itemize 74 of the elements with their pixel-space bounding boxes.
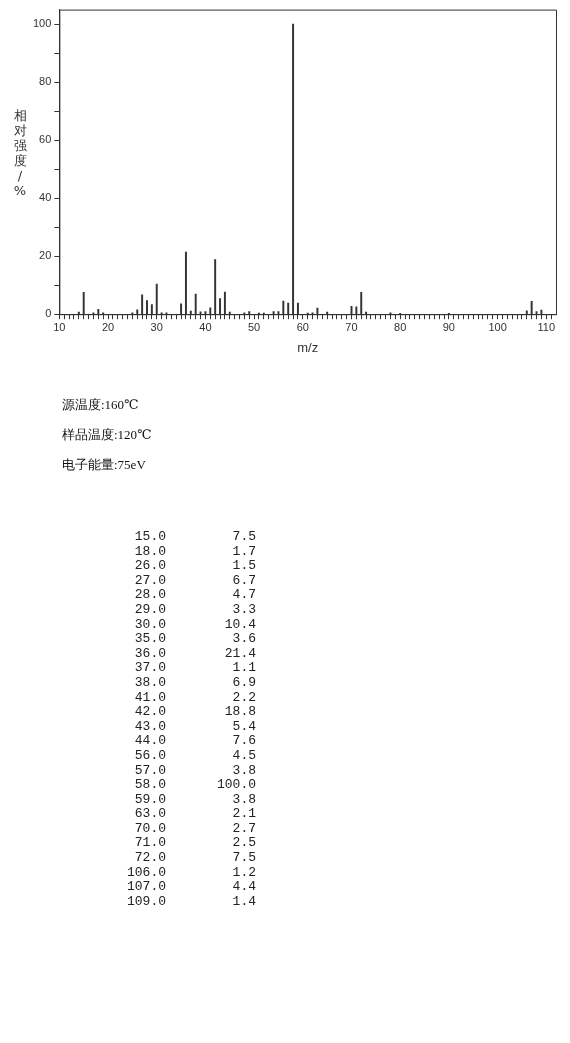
text: 3.3 bbox=[231, 601, 256, 618]
text: 1.4 bbox=[231, 893, 256, 910]
text: 72.0 bbox=[133, 850, 166, 866]
y-tick-label: 60 bbox=[39, 133, 52, 146]
text: 1.7 bbox=[231, 543, 256, 560]
text: 7.6 bbox=[231, 733, 256, 749]
text: 43.0 bbox=[133, 718, 166, 735]
text: 4.5 bbox=[231, 747, 256, 764]
text: 18.8 bbox=[223, 704, 256, 720]
text: 27.0 bbox=[133, 572, 166, 589]
text: 35.0 bbox=[133, 631, 166, 647]
text: 电子能量:75eV bbox=[62, 456, 147, 474]
y-tick-label: 100 bbox=[32, 17, 52, 30]
x-tick-label: 30 bbox=[150, 320, 163, 333]
y-tick-label: 80 bbox=[39, 75, 52, 88]
text: 42.0 bbox=[133, 704, 166, 720]
text: 6.9 bbox=[231, 674, 256, 691]
x-tick-label: 110 bbox=[537, 320, 556, 333]
text: 59.0 bbox=[133, 791, 166, 808]
text: 63.0 bbox=[133, 806, 166, 822]
text: 1.5 bbox=[231, 558, 256, 574]
text: 57.0 bbox=[133, 762, 166, 779]
x-tick-label: 70 bbox=[345, 320, 358, 333]
text: 109.0 bbox=[126, 893, 166, 910]
text: 21.4 bbox=[223, 645, 256, 662]
text: 5.4 bbox=[231, 718, 256, 735]
text: 37.0 bbox=[133, 660, 166, 676]
text: 7.5 bbox=[231, 529, 256, 545]
text: 2.2 bbox=[231, 689, 256, 706]
text: 2.7 bbox=[231, 820, 256, 837]
y-tick-label: 20 bbox=[39, 249, 52, 262]
x-tick-label: 20 bbox=[101, 320, 115, 333]
text: 源温度:160℃ bbox=[62, 396, 140, 414]
y-axis-title: 相对强度/% bbox=[12, 108, 28, 198]
text: 3.6 bbox=[231, 631, 256, 647]
x-axis-title: m/z bbox=[297, 339, 319, 355]
text: 2.1 bbox=[231, 806, 256, 822]
text: 71.0 bbox=[133, 835, 166, 852]
x-tick-label: 100 bbox=[488, 320, 507, 333]
x-tick-label: 60 bbox=[296, 320, 309, 333]
text: 41.0 bbox=[133, 689, 166, 706]
text: 7.5 bbox=[231, 850, 256, 866]
text: 58.0 bbox=[133, 777, 166, 793]
x-tick-label: 90 bbox=[442, 320, 456, 333]
text: 26.0 bbox=[133, 558, 166, 574]
text: 10.4 bbox=[223, 616, 256, 633]
text: 6.7 bbox=[231, 572, 256, 589]
y-tick-label: 0 bbox=[45, 307, 52, 320]
text: 30.0 bbox=[133, 616, 166, 633]
text: 4.7 bbox=[231, 587, 256, 603]
text: 3.8 bbox=[231, 791, 256, 808]
text: 36.0 bbox=[133, 645, 166, 662]
text: 28.0 bbox=[133, 587, 166, 603]
text: 1.1 bbox=[231, 660, 256, 676]
text: 18.0 bbox=[133, 543, 166, 560]
text: 38.0 bbox=[133, 674, 166, 691]
text: 4.4 bbox=[231, 879, 256, 895]
text: 29.0 bbox=[133, 601, 166, 618]
text: 样品温度:120℃ bbox=[62, 426, 152, 444]
text: 1.2 bbox=[231, 864, 256, 881]
text: 107.0 bbox=[126, 879, 166, 895]
text: 70.0 bbox=[133, 820, 166, 837]
text: 44.0 bbox=[133, 733, 166, 749]
text: 100.0 bbox=[216, 777, 256, 793]
x-tick-label: 40 bbox=[199, 320, 212, 333]
text: 15.0 bbox=[133, 529, 166, 545]
x-tick-label: 10 bbox=[53, 320, 66, 333]
x-tick-label: 80 bbox=[394, 320, 407, 333]
text: 106.0 bbox=[126, 864, 166, 881]
x-tick-label: 50 bbox=[247, 320, 261, 333]
text: 3.8 bbox=[231, 762, 256, 779]
text: 56.0 bbox=[133, 747, 166, 764]
y-tick-label: 40 bbox=[39, 191, 52, 204]
text: 2.5 bbox=[231, 835, 256, 852]
